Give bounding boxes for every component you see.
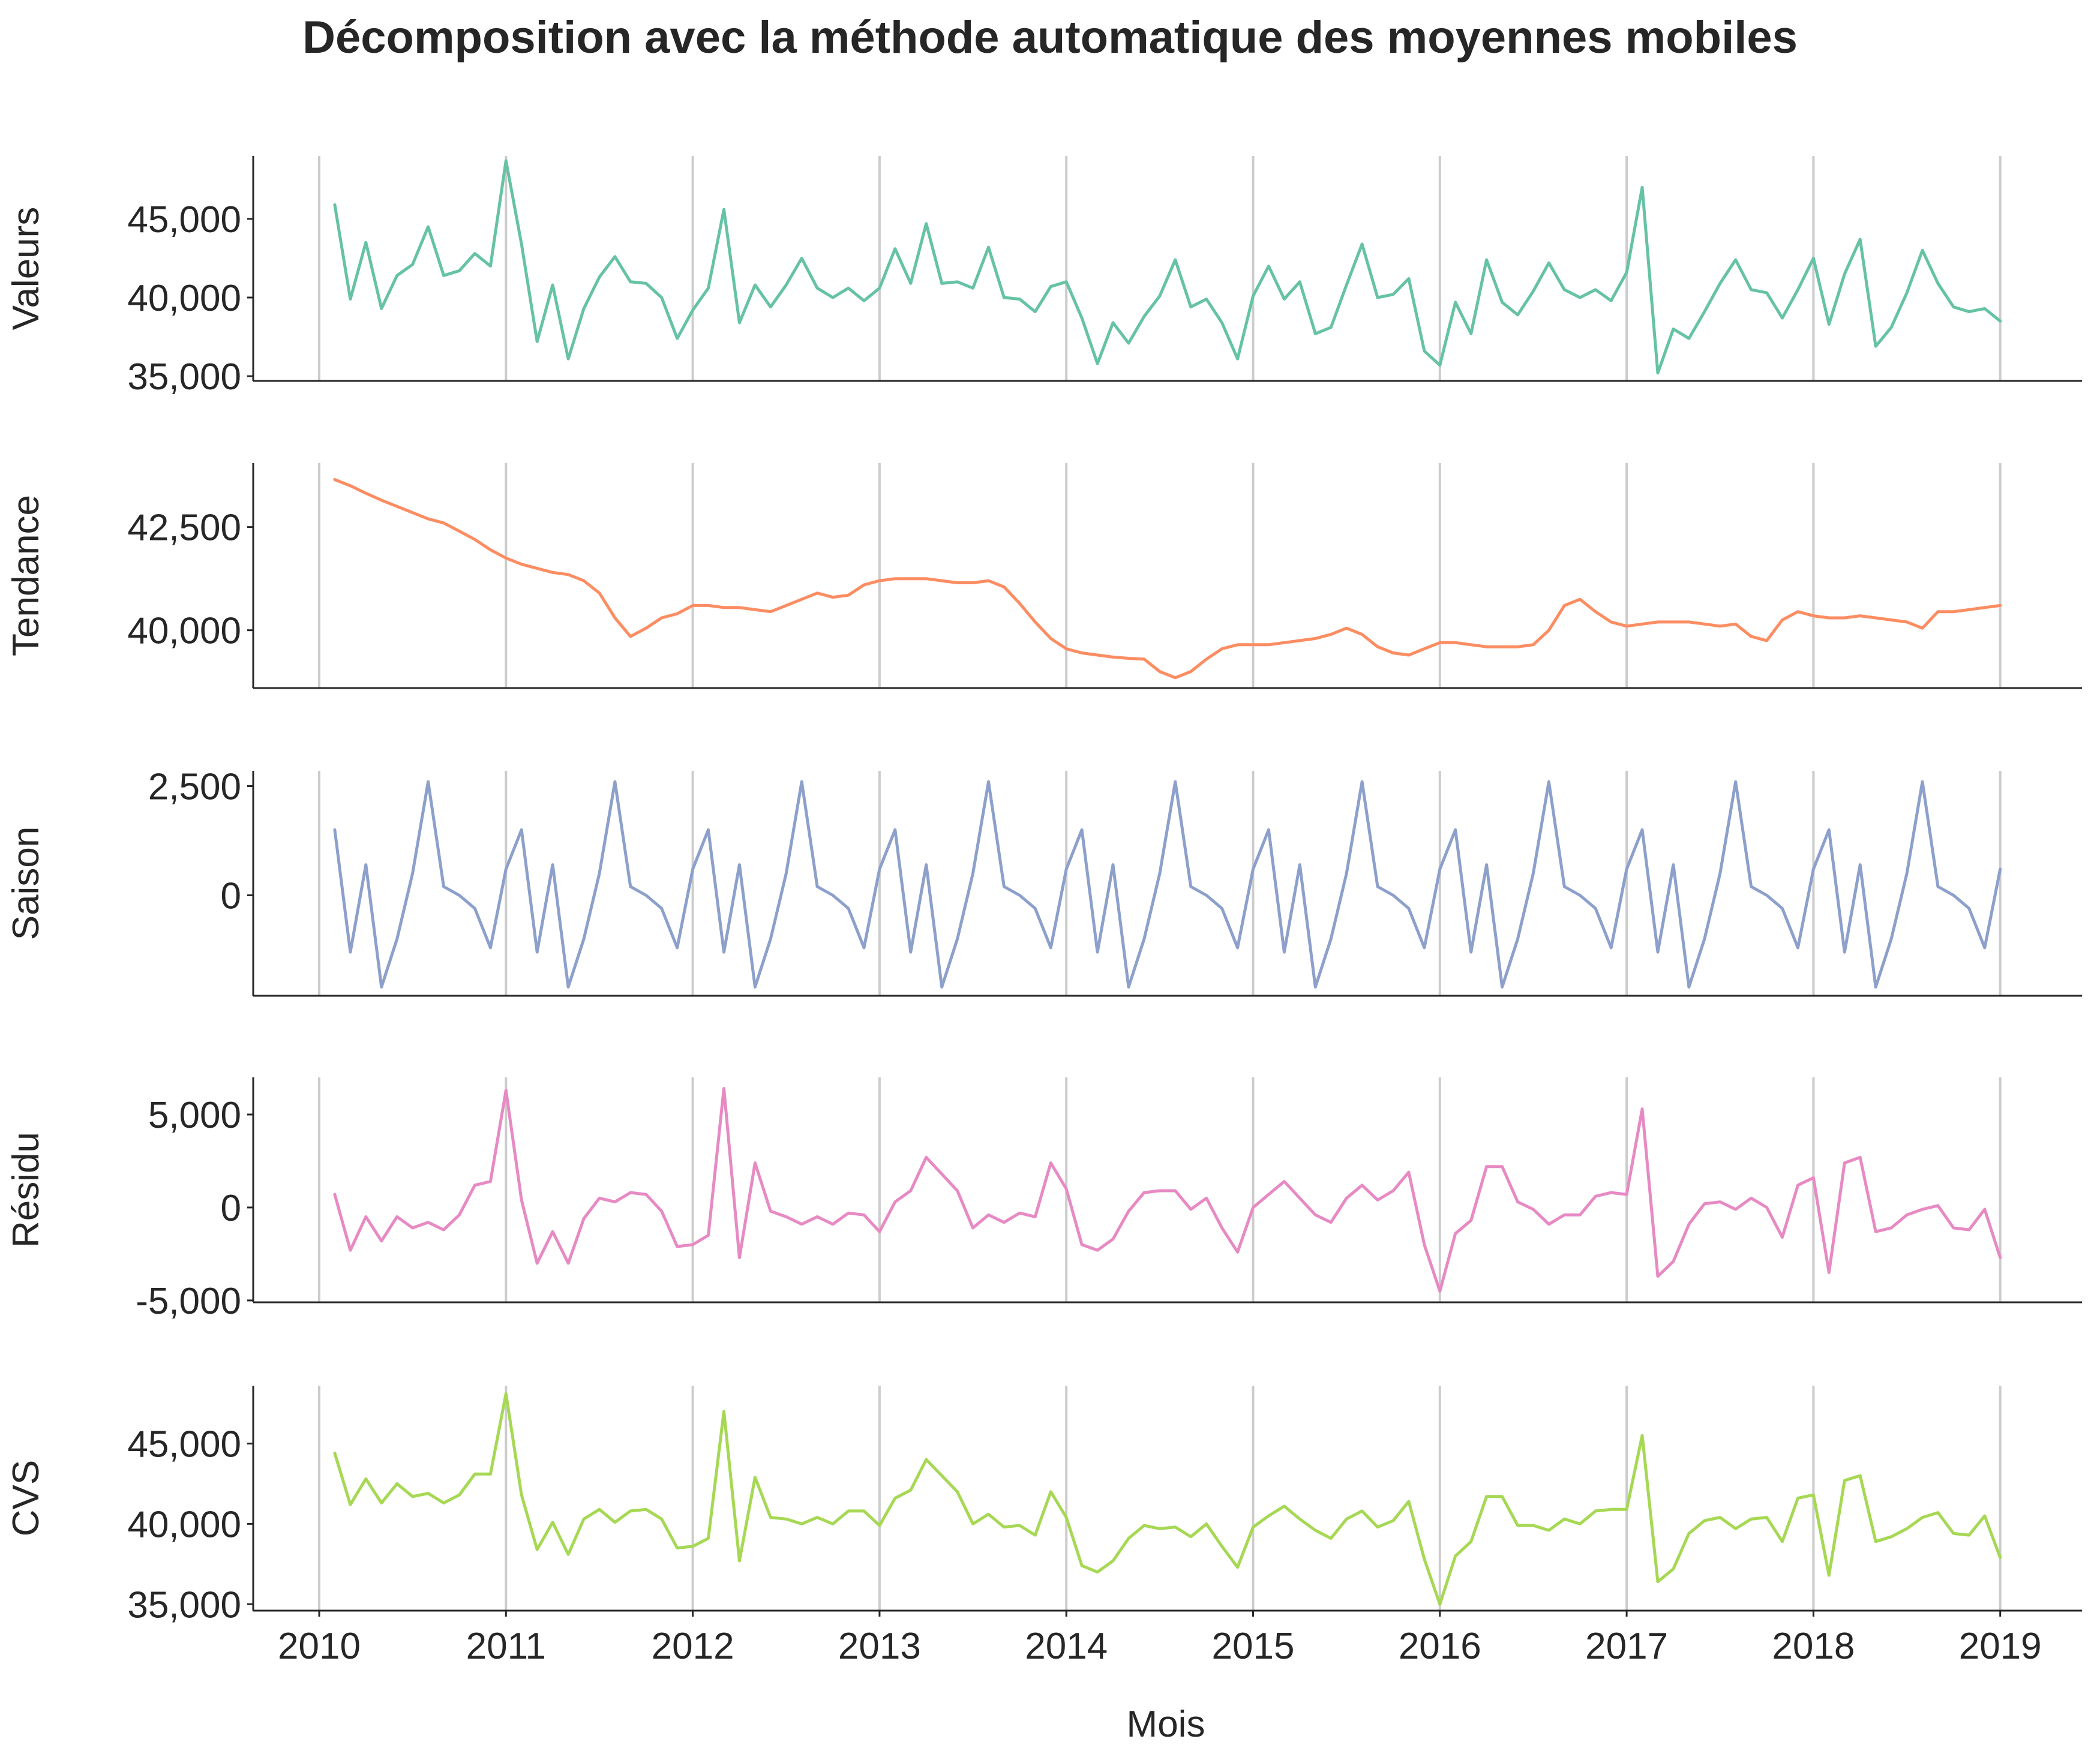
x-tick-label: 2011 (466, 1626, 546, 1667)
series-line-tendance (333, 478, 2002, 680)
series-line-cvs (333, 1392, 2002, 1606)
series-line-valeurs (333, 159, 2002, 375)
y-axis-label: Valeurs (5, 207, 47, 331)
x-tick-label: 2017 (1585, 1626, 1668, 1667)
panel-valeurs: 35,000 40,000 45,000 Valeurs (5, 156, 2082, 398)
panel-cvs: 35,000 40,000 45,000 CVS 2010 2011 2012 2013 201… (5, 1386, 2082, 1667)
x-tick-label: 2010 (278, 1626, 361, 1667)
y-tick-label: 0 (221, 1188, 241, 1229)
y-axis-label: Résidu (5, 1132, 47, 1248)
y-tick-label: 40,000 (127, 1504, 241, 1545)
x-tick-label: 2018 (1772, 1626, 1855, 1667)
series-line-résidu (333, 1087, 2002, 1293)
x-tick-label: 2014 (1025, 1626, 1108, 1667)
panel-saison: 0 2,500 Saison (5, 766, 2082, 997)
y-tick-label: 42,500 (127, 507, 241, 549)
panel-résidu: -5,000 0 5,000 Résidu (5, 1077, 2082, 1322)
chart-title: Décomposition avec la méthode automatiqu… (302, 12, 1798, 63)
y-tick-label: 40,000 (127, 278, 241, 319)
x-tick-label: 2019 (1959, 1626, 2042, 1667)
x-tick-label: 2015 (1212, 1626, 1295, 1667)
y-tick-label: -5,000 (136, 1281, 241, 1322)
y-tick-label: 45,000 (127, 1423, 241, 1465)
series-line-saison (333, 780, 2002, 989)
panel-tendance: 40,000 42,500 Tendance (5, 463, 2082, 689)
y-tick-label: 45,000 (127, 199, 241, 241)
y-axis-label: Tendance (5, 495, 47, 656)
y-tick-label: 2,500 (148, 766, 241, 807)
x-tick-label: 2016 (1399, 1626, 1481, 1667)
x-tick-label: 2012 (652, 1626, 734, 1667)
y-tick-label: 35,000 (127, 356, 241, 398)
y-tick-label: 5,000 (148, 1095, 241, 1136)
y-tick-label: 40,000 (127, 611, 241, 652)
panels-group: 35,000 40,000 45,000 Valeurs 40,000 42,500 Ten… (5, 156, 2082, 1667)
x-tick-label: 2013 (838, 1626, 921, 1667)
x-axis-label: Mois (1127, 1704, 1205, 1745)
y-tick-label: 0 (221, 876, 241, 917)
y-axis-label: CVS (5, 1460, 47, 1536)
y-tick-label: 35,000 (127, 1584, 241, 1626)
y-axis-label: Saison (5, 827, 47, 941)
